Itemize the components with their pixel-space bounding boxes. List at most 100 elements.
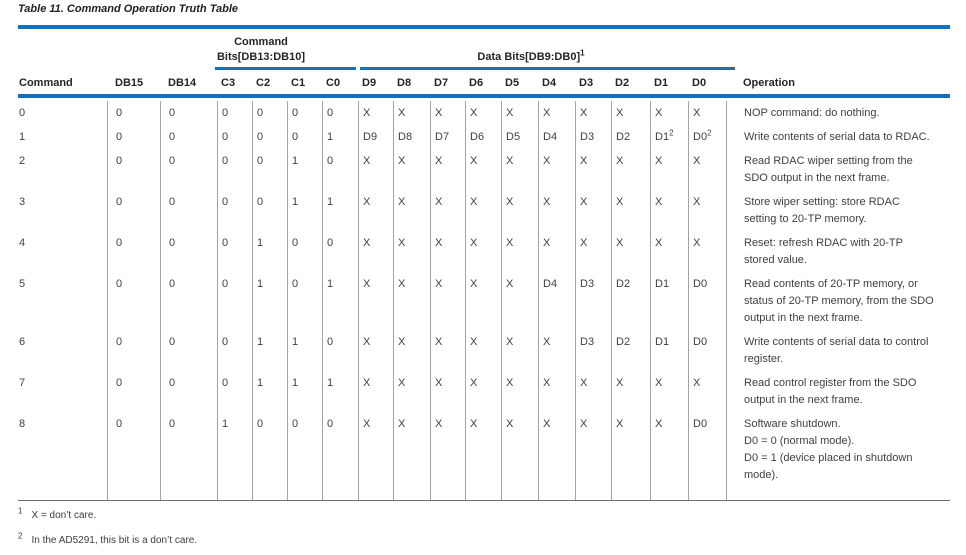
table-cell: X	[501, 190, 538, 231]
table-cell: 0	[322, 149, 358, 190]
table-cell: 0	[217, 272, 252, 330]
table-cell: X	[430, 231, 465, 272]
table-cell: X	[393, 101, 430, 125]
table-cell: X	[538, 412, 575, 500]
column-header-command: Command	[19, 77, 73, 89]
table-cell: X	[393, 330, 430, 371]
group-underline-data-bits	[360, 67, 735, 70]
table-cell: 7	[19, 377, 26, 389]
footnote-2: 2 In the AD5291, this bit is a don’t care…	[18, 532, 197, 546]
table-cell: 0	[107, 101, 160, 125]
operation-cell: Write contents of serial data to RDAC.	[726, 125, 950, 149]
table-cell: 0	[160, 371, 217, 412]
table-cell: X	[393, 272, 430, 330]
table-cell: 1	[217, 412, 252, 500]
operation-line: Read control register from the SDO	[744, 377, 917, 389]
operation-cell: Store wiper setting: store RDAC setting t…	[726, 190, 950, 231]
table-cell: X	[688, 149, 726, 190]
table-cell: X	[538, 371, 575, 412]
table-cell: X	[688, 101, 726, 125]
table-cell: 1	[287, 330, 322, 371]
column-header-c1: C1	[291, 77, 306, 89]
column-header-d5: D5	[505, 77, 520, 89]
column-header-d4: D4	[542, 77, 557, 89]
table-cell: 1	[252, 330, 287, 371]
column-header-c3: C3	[221, 77, 236, 89]
table-cell: 0	[217, 371, 252, 412]
table-cell: 0	[107, 371, 160, 412]
table-cell: X	[611, 101, 650, 125]
table-cell: X	[501, 272, 538, 330]
table-cell: X	[501, 330, 538, 371]
table-cell: X	[430, 190, 465, 231]
table-cell: 1	[287, 149, 322, 190]
table-cell: X	[430, 101, 465, 125]
table-cell: 0	[217, 231, 252, 272]
table-cell: X	[358, 190, 393, 231]
table-cell: D3	[575, 272, 611, 330]
table-cell: X	[501, 412, 538, 500]
operation-cell: Read control register from the SDO output…	[726, 371, 950, 412]
table-cell: 1	[252, 272, 287, 330]
table-cell: X	[575, 231, 611, 272]
table-cell: 2	[19, 155, 26, 167]
table-cell: X	[575, 190, 611, 231]
table-cell: 1	[322, 371, 358, 412]
table-cell: 8	[19, 418, 26, 430]
operation-cell: Read contents of 20-TP memory, or status …	[726, 272, 950, 330]
operation-cell: NOP command: do nothing.	[726, 101, 950, 125]
table-rule-header	[18, 94, 950, 98]
table-body: 0 0 0 0 0 0 0 X X X X X X X X X X NOP command: do nothing…	[18, 98, 950, 501]
column-header-db15: DB15	[115, 77, 144, 89]
table-cell: 0	[160, 272, 217, 330]
table-cell: X	[688, 371, 726, 412]
table-cell: D0	[688, 272, 726, 330]
table-cell: 0	[107, 272, 160, 330]
table-cell: 0	[287, 272, 322, 330]
table-cell: D6	[465, 125, 501, 149]
column-header-d2: D2	[615, 77, 630, 89]
table-cell: 0	[287, 412, 322, 500]
table-cell: 5	[19, 278, 26, 290]
table-cell: X	[393, 190, 430, 231]
table-cell: X	[358, 101, 393, 125]
table-cell: 1	[322, 272, 358, 330]
table-cell: X	[575, 412, 611, 500]
operation-cell: Read RDAC wiper setting from the SDO outp…	[726, 149, 950, 190]
table-cell: 1	[19, 131, 26, 143]
table-cell: 1	[322, 125, 358, 149]
operation-line: output in the next frame.	[744, 394, 863, 406]
table-cell: X	[688, 231, 726, 272]
group-header-command-bits-line1: Command	[234, 36, 288, 48]
table-cell: X	[611, 371, 650, 412]
table-cell: 1	[322, 190, 358, 231]
operation-line: setting to 20-TP memory.	[744, 213, 867, 225]
table-cell: 0	[252, 412, 287, 500]
table-cell: 0	[217, 190, 252, 231]
table-cell: 0	[287, 101, 322, 125]
table-cell: 0	[322, 330, 358, 371]
table-cell: X	[650, 101, 688, 125]
table-cell: 1	[252, 231, 287, 272]
table-cell: X	[465, 412, 501, 500]
footnote-1-marker: 1	[18, 506, 23, 516]
table-cell: X	[688, 190, 726, 231]
table-cell: X	[358, 412, 393, 500]
table-cell: 1	[252, 371, 287, 412]
table-cell: 0	[217, 330, 252, 371]
footnote-1-text: X = don’t care.	[31, 510, 97, 521]
table-cell: X	[430, 272, 465, 330]
table-cell: 0	[217, 101, 252, 125]
column-header-c2: C2	[256, 77, 271, 89]
table-cell: D7	[430, 125, 465, 149]
table-cell: D2	[611, 125, 650, 149]
table-cell: X	[358, 371, 393, 412]
group-header-command-bits-line2: Bits[DB13:DB10]	[216, 51, 306, 63]
table-cell: 0	[160, 330, 217, 371]
table-cell: X	[611, 412, 650, 500]
table-cell: X	[501, 231, 538, 272]
table-cell: D3	[575, 330, 611, 371]
operation-cell: Write contents of serial data to control…	[726, 330, 950, 371]
group-header-command-bits: Command Bits[DB13:DB10]	[201, 35, 321, 65]
table-cell: X	[538, 190, 575, 231]
